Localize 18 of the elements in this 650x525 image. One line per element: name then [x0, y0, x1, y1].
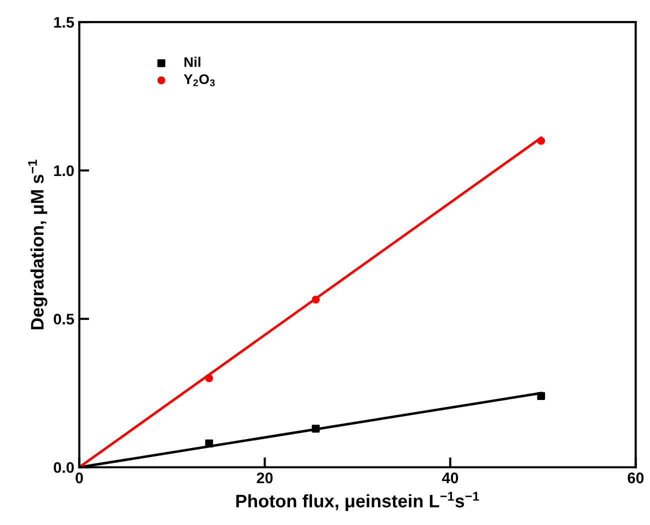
legend-label: Y$_{2}$O$_{3}$	[184, 74, 215, 86]
point	[205, 374, 214, 382]
point	[312, 424, 320, 433]
point	[537, 392, 546, 400]
x-axis-title: Photon flux, μeinstein L$^{−1}$s$^{−1}$	[236, 492, 480, 511]
x-tick-label: 60	[628, 472, 644, 484]
y-tick-label: 0.0	[54, 462, 74, 473]
point	[312, 296, 320, 304]
y-tick-label: 1.0	[54, 165, 74, 176]
point	[537, 136, 546, 145]
point	[205, 440, 214, 448]
y-tick-label: 1.5	[54, 17, 74, 28]
x-tick-label: 40	[442, 472, 458, 484]
y-tick-label: 0.5	[54, 314, 74, 325]
x-tick-label: 0	[76, 472, 83, 484]
legend-label: Nil	[184, 56, 200, 67]
y-axis-title: Degradation, μM s$^{−1}$	[28, 160, 48, 330]
x-tick-label: 20	[256, 472, 273, 484]
